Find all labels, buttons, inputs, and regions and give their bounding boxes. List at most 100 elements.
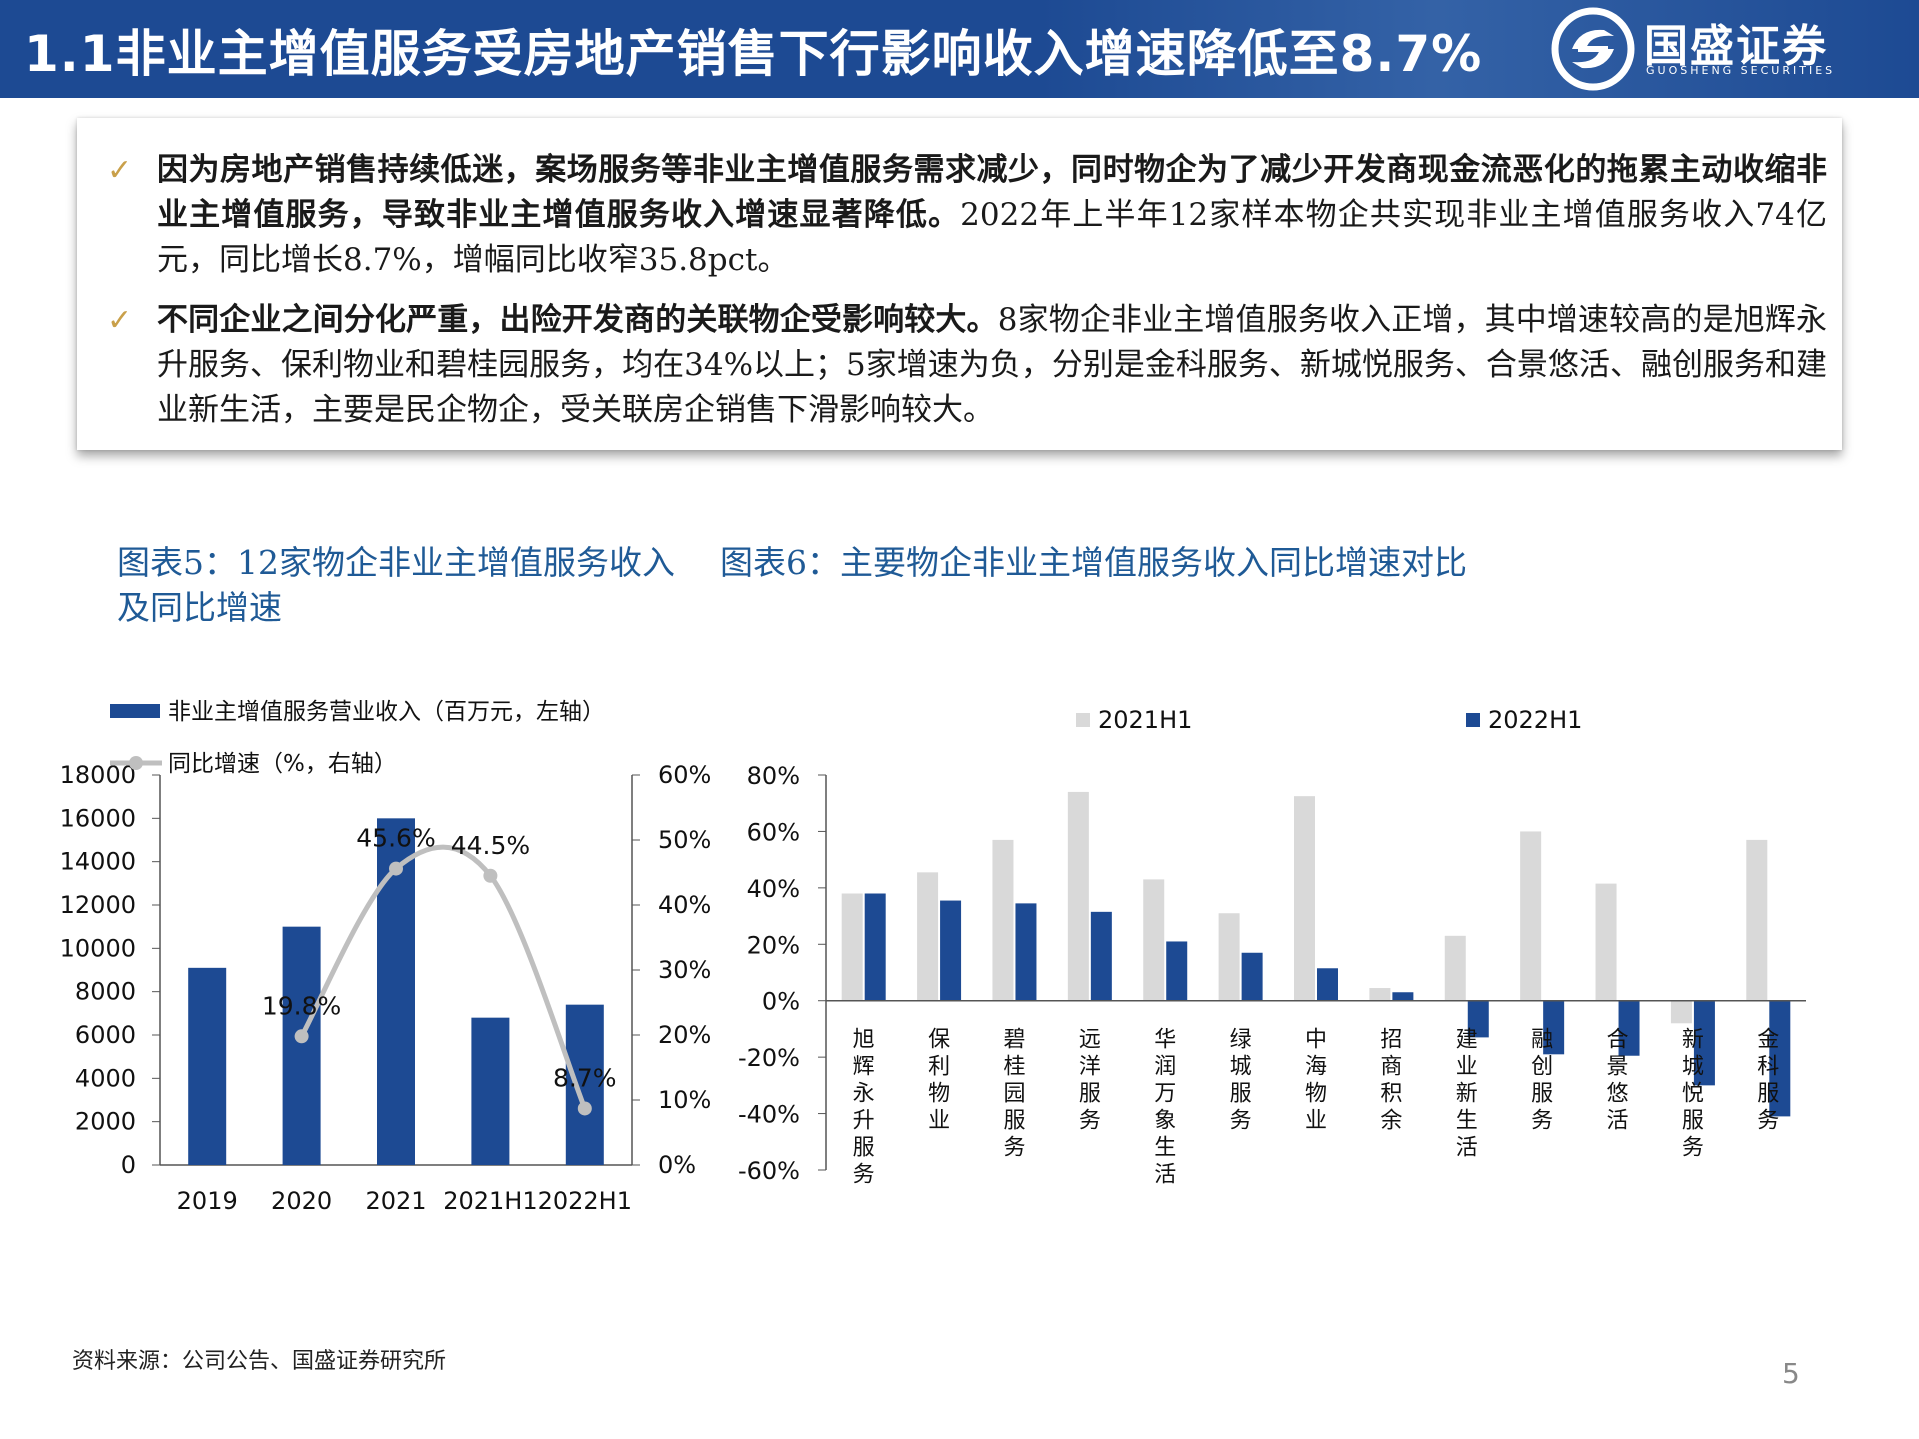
left-tick-label: 6000: [75, 1021, 136, 1049]
left-tick-label: 8000: [75, 978, 136, 1006]
y-tick-label: -60%: [738, 1157, 800, 1185]
right-tick-label: 50%: [658, 826, 711, 854]
x-tick-label: 2021H1: [443, 1187, 537, 1215]
bar-2021h1: [1067, 791, 1089, 1001]
bar-2021h1: [1294, 796, 1315, 1001]
category-label: 绿城服务: [1230, 1028, 1252, 1134]
right-tick-label: 10%: [658, 1086, 711, 1114]
left-tick-label: 10000: [60, 934, 136, 962]
y-tick-label: 20%: [747, 931, 800, 959]
y-tick-label: -20%: [738, 1044, 800, 1072]
page-title: 1.1非业主增值服务受房地产销售下行影响收入增速降低至8.7%: [24, 25, 1483, 83]
bar-2021h1: [1670, 1000, 1692, 1024]
logo-name: 国盛证券: [1644, 21, 1828, 72]
left-tick-label: 16000: [60, 804, 136, 832]
growth-data-label: 8.7%: [553, 1063, 617, 1092]
check-icon: ✓: [107, 303, 133, 338]
category-label: 中海物业: [1305, 1028, 1327, 1134]
category-label: 建业新生活: [1456, 1028, 1478, 1161]
right-tick-label: 60%: [658, 761, 711, 789]
left-tick-label: 12000: [60, 891, 136, 919]
bar-2022h1: [1015, 903, 1037, 1001]
source-note: 资料来源：公司公告、国盛证券研究所: [72, 1349, 447, 1374]
chart5-caption: 图表5：12家物企非业主增值服务收入及同比增速: [117, 543, 675, 627]
category-label: 华润万象生活: [1154, 1028, 1176, 1188]
legend-line-marker: [129, 756, 143, 770]
bullet-1-bold: 因为房地产销售持续低迷，案场服务等非业主增值服务需求减少，同时物企为了减少开发商…: [157, 152, 1827, 233]
growth-point: [483, 868, 498, 883]
bar-2021h1: [1520, 831, 1542, 1001]
chart6-caption: 图表6：主要物企非业主增值服务收入同比增速对比: [720, 543, 1467, 582]
summary-box: ✓ 因为房地产销售持续低迷，案场服务等非业主增值服务需求减少，同时物企为了减少开…: [77, 118, 1842, 450]
left-tick-label: 2000: [75, 1108, 136, 1136]
revenue-bar: [565, 1004, 604, 1165]
bar-2022h1: [940, 900, 962, 1001]
bar-2021h1: [1369, 988, 1391, 1001]
bar-2021h1: [1444, 935, 1466, 1001]
bullet-1-text: 2022年上半年12家样本物企共实现非业主增值服务收入74亿元，同比增长8.7%…: [157, 197, 1827, 278]
revenue-bar: [377, 818, 415, 1165]
header-bar: 1.1非业主增值服务受房地产销售下行影响收入增速降低至8.7% 国盛证券 GUO…: [0, 0, 1919, 98]
logo-emblem-icon: [1551, 7, 1635, 91]
bar-2022h1: [1693, 1000, 1715, 1086]
right-tick-label: 30%: [658, 956, 711, 984]
revenue-bar: [188, 967, 227, 1165]
x-tick-label: 2019: [177, 1187, 238, 1215]
legend-2022h1-label: 2022H1: [1488, 706, 1582, 734]
right-tick-label: 0%: [658, 1151, 696, 1179]
left-tick-label: 4000: [75, 1064, 136, 1092]
header-decoration: [1040, 0, 1919, 98]
left-tick-label: 0: [121, 1151, 136, 1179]
revenue-bar: [282, 926, 321, 1165]
bar-2022h1: [1166, 941, 1188, 1001]
bar-2021h1: [1218, 913, 1240, 1001]
bar-2022h1: [864, 893, 886, 1001]
bar-2021h1: [1595, 883, 1617, 1001]
growth-data-label: 45.6%: [356, 824, 435, 853]
bar-2022h1: [1090, 911, 1112, 1001]
category-label: 旭辉永升服务: [853, 1028, 875, 1188]
growth-point: [389, 861, 403, 876]
bar-2022h1: [1241, 952, 1263, 1001]
x-tick-label: 2022H1: [538, 1187, 632, 1215]
legend-2022h1-swatch: [1466, 713, 1480, 727]
growth-data-label: 19.8%: [262, 991, 341, 1020]
category-label: 融创服务: [1531, 1028, 1553, 1134]
company-logo: 国盛证券 GUOSHENG SECURITIES: [1550, 6, 1910, 94]
right-tick-label: 40%: [658, 891, 711, 919]
bullet-2-text: 8家物企非业主增值服务收入正增，其中增速较高的是旭辉永升服务、保利物业和碧桂园服…: [157, 302, 1827, 428]
legend-line-label: 同比增速（%，右轴）: [168, 751, 397, 777]
y-tick-label: 80%: [747, 762, 800, 790]
chart6: -60% -40% -20% 0% 20% 40% 60% 80% 旭辉永升服务 保利物业 碧桂园服…: [738, 706, 1806, 1188]
category-label: 新城悦服务: [1682, 1028, 1704, 1161]
x-tick-label: 2020: [271, 1187, 332, 1215]
logo-subtitle: GUOSHENG SECURITIES: [1646, 64, 1836, 77]
page-number: 5: [1782, 1357, 1800, 1390]
y-tick-label: 60%: [747, 818, 800, 846]
legend-2021h1-swatch: [1076, 713, 1090, 727]
bar-2021h1: [992, 839, 1014, 1001]
legend-2021h1-label: 2021H1: [1098, 706, 1192, 734]
y-tick-label: 40%: [747, 875, 800, 903]
x-tick-label: 2021: [365, 1187, 426, 1215]
bar-2022h1: [1618, 1000, 1640, 1056]
left-tick-label: 18000: [60, 761, 136, 789]
category-label: 合景悠活: [1607, 1028, 1629, 1134]
bar-2022h1: [1543, 1000, 1565, 1055]
bullet-1: ✓ 因为房地产销售持续低迷，案场服务等非业主增值服务需求减少，同时物企为了减少开…: [107, 148, 1827, 283]
left-tick-label: 14000: [60, 848, 136, 876]
bar-2022h1: [1317, 968, 1338, 1001]
revenue-bar: [471, 1017, 510, 1165]
y-tick-label: 0%: [762, 988, 800, 1016]
bar-2021h1: [841, 893, 863, 1001]
category-label: 金科服务: [1757, 1028, 1779, 1134]
category-label: 保利物业: [928, 1028, 950, 1134]
growth-line: [299, 844, 588, 1110]
bar-2022h1: [1769, 1000, 1791, 1117]
check-icon: ✓: [107, 153, 133, 188]
bar-2022h1: [1467, 1000, 1489, 1038]
bullet-2: ✓ 不同企业之间分化严重，出险开发商的关联物企受影响较大。8家物企非业主增值服务…: [107, 298, 1827, 433]
bullet-2-bold: 不同企业之间分化严重，出险开发商的关联物企受影响较大。: [157, 302, 998, 338]
bar-2021h1: [1143, 879, 1165, 1001]
bar-2021h1: [917, 872, 939, 1001]
